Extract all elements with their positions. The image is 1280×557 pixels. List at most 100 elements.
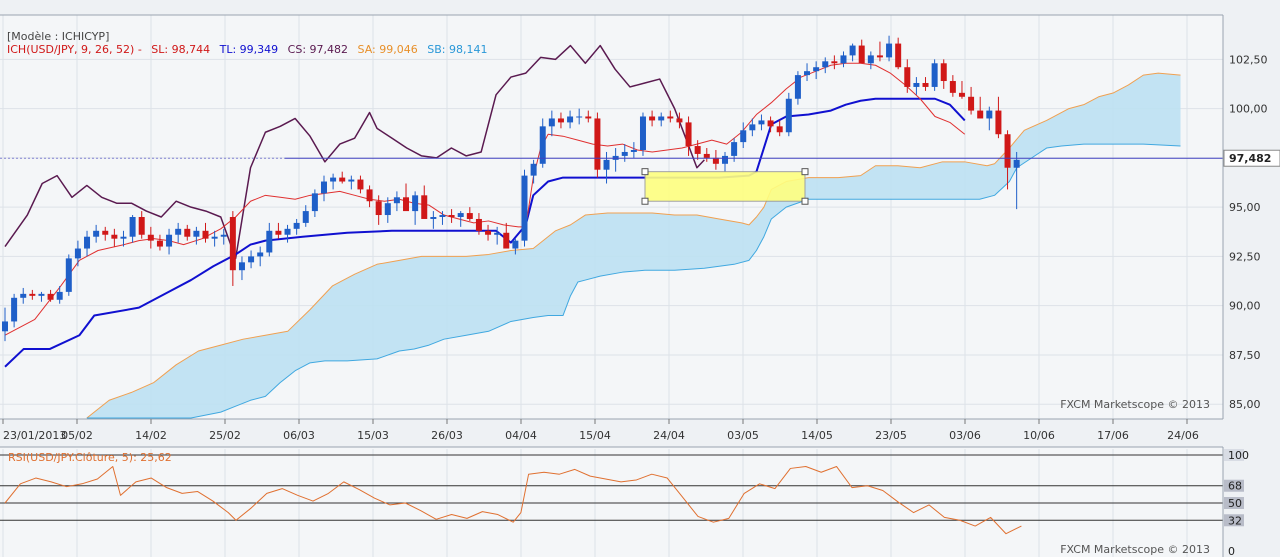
candle-body (47, 293, 54, 300)
candle-body (120, 236, 127, 239)
candle-body (694, 146, 701, 154)
x-tick-label: 26/03 (431, 429, 463, 442)
senkou-span-b-line (86, 143, 1181, 419)
x-tick-label: 14/02 (135, 429, 167, 442)
candle-body (512, 240, 519, 249)
sl-legend: SL: 98,744 (151, 43, 210, 56)
candle-body (229, 217, 236, 271)
candle-body (503, 232, 510, 249)
model-label: [Modèle : ICHICYP] (7, 30, 109, 43)
candle-body (494, 232, 501, 235)
candle-body (430, 217, 437, 219)
chikou-span-line (4, 44, 705, 260)
highlight-handle (801, 168, 809, 176)
sb-legend: SB: 98,141 (427, 43, 487, 56)
candle-body (275, 230, 282, 235)
x-tick-label: 23/01/2013 (3, 429, 66, 442)
rsi-tick-box (1224, 479, 1244, 492)
candle-body (630, 149, 637, 152)
candle-body (922, 82, 929, 87)
candle-body (366, 189, 373, 202)
cs-legend: CS: 97,482 (288, 43, 348, 56)
candle-body (831, 61, 838, 64)
x-tick-label: 04/04 (505, 429, 537, 442)
candle-body (38, 293, 45, 296)
rsi-tick-box (1224, 514, 1244, 527)
ichimoku-cloud (86, 73, 1181, 419)
candle-body (138, 217, 145, 235)
candle-body (530, 163, 537, 176)
highlight-handle (641, 168, 649, 176)
rsi-tick-label: 50 (1228, 497, 1242, 510)
candle-body (649, 116, 656, 121)
candle-body (293, 222, 300, 229)
candle-body (722, 155, 729, 164)
x-tick-label: 05/02 (61, 429, 93, 442)
candle-body (740, 130, 747, 143)
kijun-sen-line (4, 97, 966, 368)
candle-body (886, 43, 893, 58)
x-tick-label: 06/03 (283, 429, 315, 442)
y-tick-label: 100,00 (1229, 103, 1268, 116)
candle-body (958, 92, 965, 97)
candle-body (111, 234, 118, 239)
candle-body (412, 195, 419, 212)
x-tick-label: 15/03 (357, 429, 389, 442)
candle-body (895, 43, 902, 68)
indicator-legend: ICH(USD/JPY, 9, 26, 52) - SL: 98,744 TL:… (7, 43, 487, 56)
candle-body (548, 118, 555, 127)
candle-body (93, 230, 100, 237)
candle-body (220, 234, 227, 237)
candle-body (594, 118, 601, 170)
candle-body (968, 96, 975, 111)
candle-body (731, 142, 738, 156)
candle-body (977, 110, 984, 119)
y-tick-label: 102,50 (1229, 53, 1268, 66)
candle-body (202, 230, 209, 239)
y-tick-label: 90,00 (1229, 300, 1261, 313)
candle-body (767, 120, 774, 127)
rsi-tick-label: 32 (1228, 514, 1242, 527)
candle-body (658, 116, 665, 121)
candle-body (840, 55, 847, 64)
rsi-axis[interactable]: 100 68 50 32 0 (1224, 449, 1249, 557)
y-tick-label: 85,00 (1229, 398, 1261, 411)
x-tick-label: 25/02 (209, 429, 241, 442)
watermark-main: FXCM Marketscope © 2013 (1060, 398, 1210, 411)
candle-body (84, 236, 91, 249)
candle-body (330, 177, 337, 182)
candle-body (557, 118, 564, 123)
candle-body (712, 157, 719, 164)
candle-body (676, 118, 683, 123)
candle-body (403, 197, 410, 212)
candle-body (603, 159, 610, 170)
candle-body (175, 228, 182, 235)
rsi-lines (0, 454, 1223, 535)
sa-legend: SA: 99,046 (358, 43, 418, 56)
rsi-tick-label: 68 (1228, 480, 1242, 493)
candle-body (56, 291, 63, 300)
candle-body (475, 218, 482, 231)
candle-body (266, 230, 273, 253)
candle-body (166, 234, 173, 247)
y-tick-label: 95,00 (1229, 201, 1261, 214)
tl-legend: TL: 99,349 (219, 43, 279, 56)
current-price-tag (1223, 149, 1280, 167)
candle-body (539, 126, 546, 164)
candle-body (211, 236, 218, 239)
rsi-panel (0, 447, 1223, 557)
candle-body (302, 211, 309, 223)
candle-body (102, 230, 109, 235)
price-axis[interactable]: 85,0087,5090,0092,5095,0097,50100,00102,… (1223, 53, 1280, 411)
x-tick-label: 03/05 (727, 429, 759, 442)
watermark-rsi: FXCM Marketscope © 2013 (1060, 543, 1210, 556)
x-tick-label: 15/04 (579, 429, 611, 442)
x-tick-label: 03/06 (949, 429, 981, 442)
candle-body (193, 230, 200, 237)
candle-body (357, 179, 364, 190)
candle-body (257, 252, 264, 257)
candle-body (156, 240, 163, 247)
candle-body (913, 82, 920, 87)
